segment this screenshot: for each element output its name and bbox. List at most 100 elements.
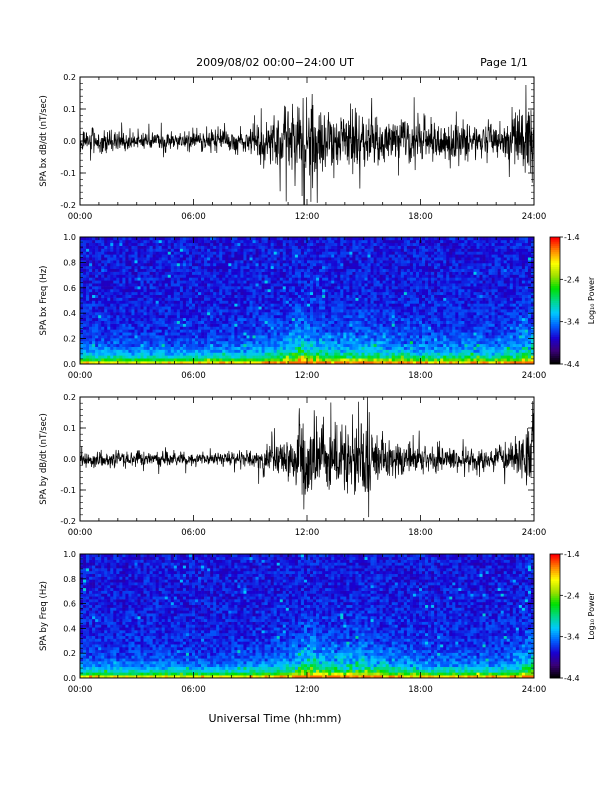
heatmap-cell [397, 320, 402, 324]
heatmap-cell [267, 288, 271, 293]
heatmap-cell [412, 323, 417, 327]
heatmap-cell [270, 361, 275, 365]
heatmap-cell [297, 323, 302, 327]
heatmap-cell [128, 346, 132, 350]
heatmap-cell [385, 288, 390, 293]
heatmap-cell [288, 306, 293, 310]
heatmap-cell [400, 294, 405, 298]
heatmap-cell [110, 294, 114, 298]
heatmap-cell [225, 242, 229, 246]
heatmap-cell [104, 291, 108, 296]
heatmap-cell [83, 239, 87, 244]
heatmap-cell [249, 303, 253, 307]
heatmap-cell [322, 317, 326, 322]
heatmap-cell [376, 303, 380, 307]
heatmap-cell [364, 312, 368, 316]
heatmap-cell [128, 352, 132, 356]
heatmap-cell [225, 312, 229, 316]
heatmap-cell [300, 271, 305, 275]
heatmap-cell [331, 323, 335, 327]
heatmap-cell [303, 340, 308, 345]
heatmap-cell [252, 271, 256, 275]
heatmap-cell [222, 303, 226, 307]
heatmap-cell [261, 239, 265, 244]
heatmap-cell [149, 358, 153, 362]
heatmap-cell [310, 283, 314, 287]
heatmap-cell [216, 300, 220, 304]
heatmap-cell [331, 288, 335, 293]
heatmap-cell [397, 340, 402, 345]
heatmap-cell [152, 323, 156, 327]
heatmap-cell [376, 320, 380, 324]
heatmap-cell [152, 257, 156, 261]
heatmap-cell [167, 297, 172, 301]
heatmap-cell [406, 358, 411, 362]
heatmap-cell [261, 271, 265, 275]
heatmap-cell [182, 323, 187, 327]
heatmap-cell [246, 265, 250, 270]
heatmap-cell [291, 254, 296, 258]
heatmap-cell [325, 335, 329, 339]
heatmap-cell [258, 343, 262, 347]
heatmap-cell [185, 297, 190, 301]
heatmap-cell [89, 314, 93, 319]
heatmap-cell [243, 245, 247, 249]
heatmap-cell [173, 254, 178, 258]
heatmap-cell [313, 323, 317, 327]
heatmap-cell [198, 329, 202, 333]
heatmap-cell [222, 277, 226, 281]
heatmap-cell [346, 288, 350, 293]
heatmap-cell [358, 338, 362, 342]
heatmap-cell [101, 323, 105, 327]
heatmap-cell [403, 251, 408, 255]
heatmap-cell [273, 320, 278, 324]
heatmap-cell [261, 343, 265, 347]
heatmap-cell [216, 338, 220, 342]
heatmap-cell [179, 338, 184, 342]
heatmap-cell [373, 349, 377, 353]
heatmap-cell [158, 297, 163, 301]
heatmap-cell [92, 274, 96, 278]
heatmap-cell [337, 297, 341, 301]
heatmap-cell [297, 294, 302, 298]
heatmap-cell [340, 361, 344, 365]
heatmap-cell [116, 265, 120, 270]
heatmap-cell [104, 288, 108, 293]
heatmap-cell [201, 260, 205, 264]
heatmap-cell [101, 248, 105, 252]
heatmap-cell [379, 265, 383, 270]
heatmap-cell [325, 271, 329, 275]
heatmap-cell [158, 352, 163, 356]
heatmap-cell [297, 277, 302, 281]
heatmap-cell [276, 265, 281, 270]
heatmap-cell [355, 248, 359, 252]
heatmap-cell [119, 306, 123, 310]
heatmap-cell [110, 329, 114, 333]
heatmap-cell [343, 352, 347, 356]
heatmap-cell [89, 286, 93, 290]
heatmap-cell [307, 306, 311, 310]
heatmap-cell [316, 332, 320, 336]
heatmap-cell [228, 283, 232, 287]
heatmap-cell [355, 361, 359, 365]
heatmap-cell [379, 286, 383, 290]
heatmap-cell [370, 326, 374, 330]
heatmap-cell [246, 260, 250, 264]
heatmap-cell [388, 326, 393, 330]
heatmap-cell [176, 262, 181, 267]
heatmap-cell [195, 300, 199, 304]
heatmap-cell [397, 268, 402, 272]
heatmap-cell [400, 262, 405, 267]
heatmap-cell [113, 332, 117, 336]
heatmap-cell [143, 254, 147, 258]
heatmap-cell [167, 283, 172, 287]
heatmap-cell [313, 251, 317, 255]
heatmap-cell [149, 268, 153, 272]
heatmap-cell [80, 346, 84, 350]
heatmap-cell [131, 254, 135, 258]
heatmap-cell [228, 346, 232, 350]
heatmap-cell [137, 297, 141, 301]
heatmap-cell [322, 300, 326, 304]
heatmap-cell [143, 338, 147, 342]
heatmap-cell [231, 352, 235, 356]
